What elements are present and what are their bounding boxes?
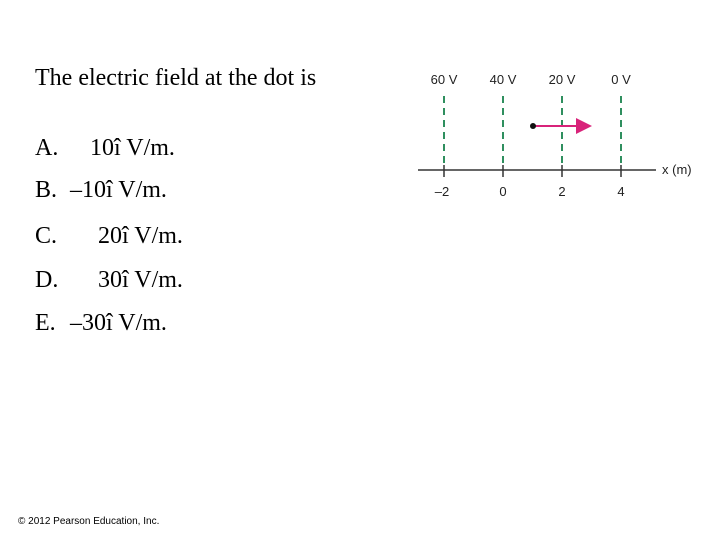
dot — [530, 123, 536, 129]
tick-label: 0 — [499, 184, 506, 199]
tick-label: 2 — [558, 184, 565, 199]
option-text: –30î V/m. — [70, 310, 167, 336]
potential-label: 20 V — [549, 72, 576, 87]
option-text: –10î V/m. — [70, 177, 167, 203]
option-letter: E. — [35, 310, 56, 336]
axis-ticks — [443, 165, 622, 177]
option-text: 10î V/m. — [90, 135, 175, 161]
question: The electric field at the dot is — [35, 65, 317, 91]
tick-label: –2 — [435, 184, 449, 199]
potential-label: 60 V — [431, 72, 458, 87]
option-text: 20î V/m. — [98, 223, 183, 249]
option-letter: A. — [35, 135, 59, 161]
potential-label: 0 V — [611, 72, 631, 87]
option-text: 30î V/m. — [98, 267, 183, 293]
option-letter: D. — [35, 267, 59, 293]
copyright: © 2012 Pearson Education, Inc. — [18, 516, 160, 527]
equipotential-lines — [443, 96, 622, 166]
option-letter: C. — [35, 223, 58, 249]
tick-label: 4 — [617, 184, 624, 199]
option-letter: B. — [35, 177, 58, 203]
axis-label: x (m) — [662, 162, 692, 177]
potential-label: 40 V — [490, 72, 517, 87]
